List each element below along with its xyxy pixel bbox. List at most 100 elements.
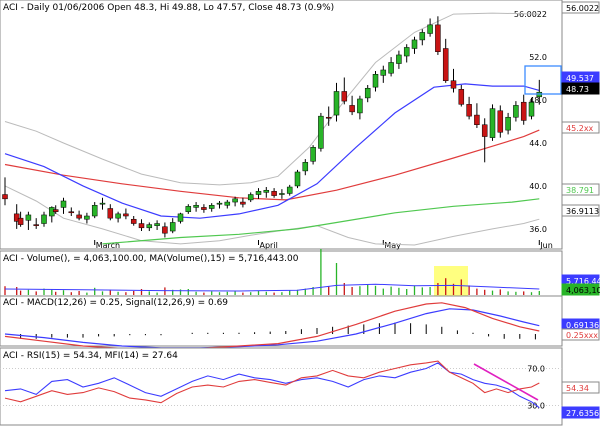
candle-body xyxy=(208,205,215,209)
rsi-panel: ACI - RSI(15) = 54.34, MFI(14) = 27.64 7… xyxy=(0,347,600,426)
candle xyxy=(442,38,449,83)
candle-body xyxy=(279,193,285,195)
candle xyxy=(403,44,410,63)
badge-label: 5,716,44 xyxy=(566,277,600,286)
candle xyxy=(255,188,262,199)
candle xyxy=(99,197,106,210)
badge-label: 54.34 xyxy=(566,384,589,393)
candle-body xyxy=(25,214,32,221)
candle-body xyxy=(13,213,20,222)
x-tick-label: April xyxy=(260,241,278,250)
candle-body xyxy=(107,208,114,219)
candle xyxy=(33,218,39,229)
candle-body xyxy=(302,162,309,172)
candle-body xyxy=(357,98,363,114)
candle xyxy=(325,106,332,126)
candle xyxy=(396,50,402,69)
candle xyxy=(419,29,426,46)
candle xyxy=(25,211,32,230)
candle xyxy=(193,202,199,212)
badge-bg xyxy=(561,381,600,394)
candle xyxy=(294,169,301,189)
candle-body xyxy=(411,39,418,49)
candle-body xyxy=(33,224,39,226)
volume-panel: ACI - Volume(), = 4,063,100.00, MA(Volum… xyxy=(0,249,600,297)
candle-body xyxy=(130,218,137,224)
volume-ma-line xyxy=(4,283,540,292)
price-badge: 48.73 xyxy=(561,82,600,95)
mfi-badge: 27.6356 xyxy=(561,406,600,419)
candle-body xyxy=(216,202,223,205)
badge-bg xyxy=(561,406,600,419)
rsi-tick-label: 70.0 xyxy=(527,365,545,374)
candle-body xyxy=(481,124,488,137)
signal-line xyxy=(4,308,540,349)
candle-body xyxy=(505,116,511,131)
candle xyxy=(450,68,457,93)
candle-body xyxy=(513,105,519,118)
volume-badge: 4,063,10 xyxy=(561,283,600,296)
candle xyxy=(279,189,285,199)
candle-body xyxy=(286,186,293,194)
candle-body xyxy=(528,101,535,117)
candle xyxy=(247,192,254,203)
candle xyxy=(458,85,465,107)
candle xyxy=(513,101,519,122)
candle xyxy=(505,112,511,135)
candle-body xyxy=(138,223,145,229)
candle-body xyxy=(247,194,254,201)
candle-body xyxy=(380,69,387,76)
candle xyxy=(310,145,316,165)
x-tick-label: March xyxy=(96,241,120,250)
badge-bg xyxy=(561,82,600,95)
price-panel: ACI - Daily 01/06/2006 Open 48.3, Hi 49.… xyxy=(0,0,600,250)
candle xyxy=(162,222,168,238)
price-badge: 56.0022 xyxy=(561,1,600,14)
candle xyxy=(520,94,527,125)
candle-body xyxy=(76,214,82,219)
candle-body xyxy=(17,217,24,225)
y-tick-label: 36.0 xyxy=(529,225,547,234)
candle-body xyxy=(497,110,504,133)
candle xyxy=(68,207,75,217)
candle-body xyxy=(91,205,98,217)
price-badge: 49.537 xyxy=(561,71,600,84)
candle-body xyxy=(427,24,433,34)
ma-long-line xyxy=(102,198,540,245)
candle-body xyxy=(255,191,262,195)
highlight-box-volume xyxy=(434,266,468,296)
candle xyxy=(481,118,488,163)
candle xyxy=(349,95,355,116)
y-tick-label: 52.0 xyxy=(529,53,547,62)
candle xyxy=(489,104,496,141)
candle-body xyxy=(185,206,192,212)
badge-label: 38.791 xyxy=(566,186,594,195)
candle xyxy=(333,82,340,122)
x-tick-label: May xyxy=(384,241,401,250)
candle-body xyxy=(341,91,348,102)
candle xyxy=(17,211,24,227)
badge-label: 27.6356 xyxy=(566,409,599,418)
price-badge: 45.2xx xyxy=(561,121,600,134)
candle-body xyxy=(263,189,270,193)
candle-body xyxy=(177,213,184,222)
candle xyxy=(427,18,433,37)
macd-badge: 0.25xxx xyxy=(561,328,600,341)
rsi-badge: 54.34 xyxy=(561,381,600,394)
candle-body xyxy=(419,32,426,41)
candle xyxy=(372,71,379,92)
badge-label: 4,063,10 xyxy=(566,286,600,295)
candle-body xyxy=(372,74,379,88)
badge-bg xyxy=(561,1,600,14)
candle-body xyxy=(294,171,301,187)
candle xyxy=(286,184,293,196)
rsi-tick-label: 30.0 xyxy=(527,402,545,411)
candle xyxy=(84,212,90,224)
candle-body xyxy=(115,213,121,219)
macd-header: ACI - MACD(12,26) = 0.25, Signal(12,26,9… xyxy=(3,298,228,308)
candle-body xyxy=(41,214,47,224)
price-badge: 38.791 xyxy=(561,183,600,196)
candle-body xyxy=(403,47,410,57)
candle xyxy=(497,105,504,138)
candle-body xyxy=(123,213,129,217)
